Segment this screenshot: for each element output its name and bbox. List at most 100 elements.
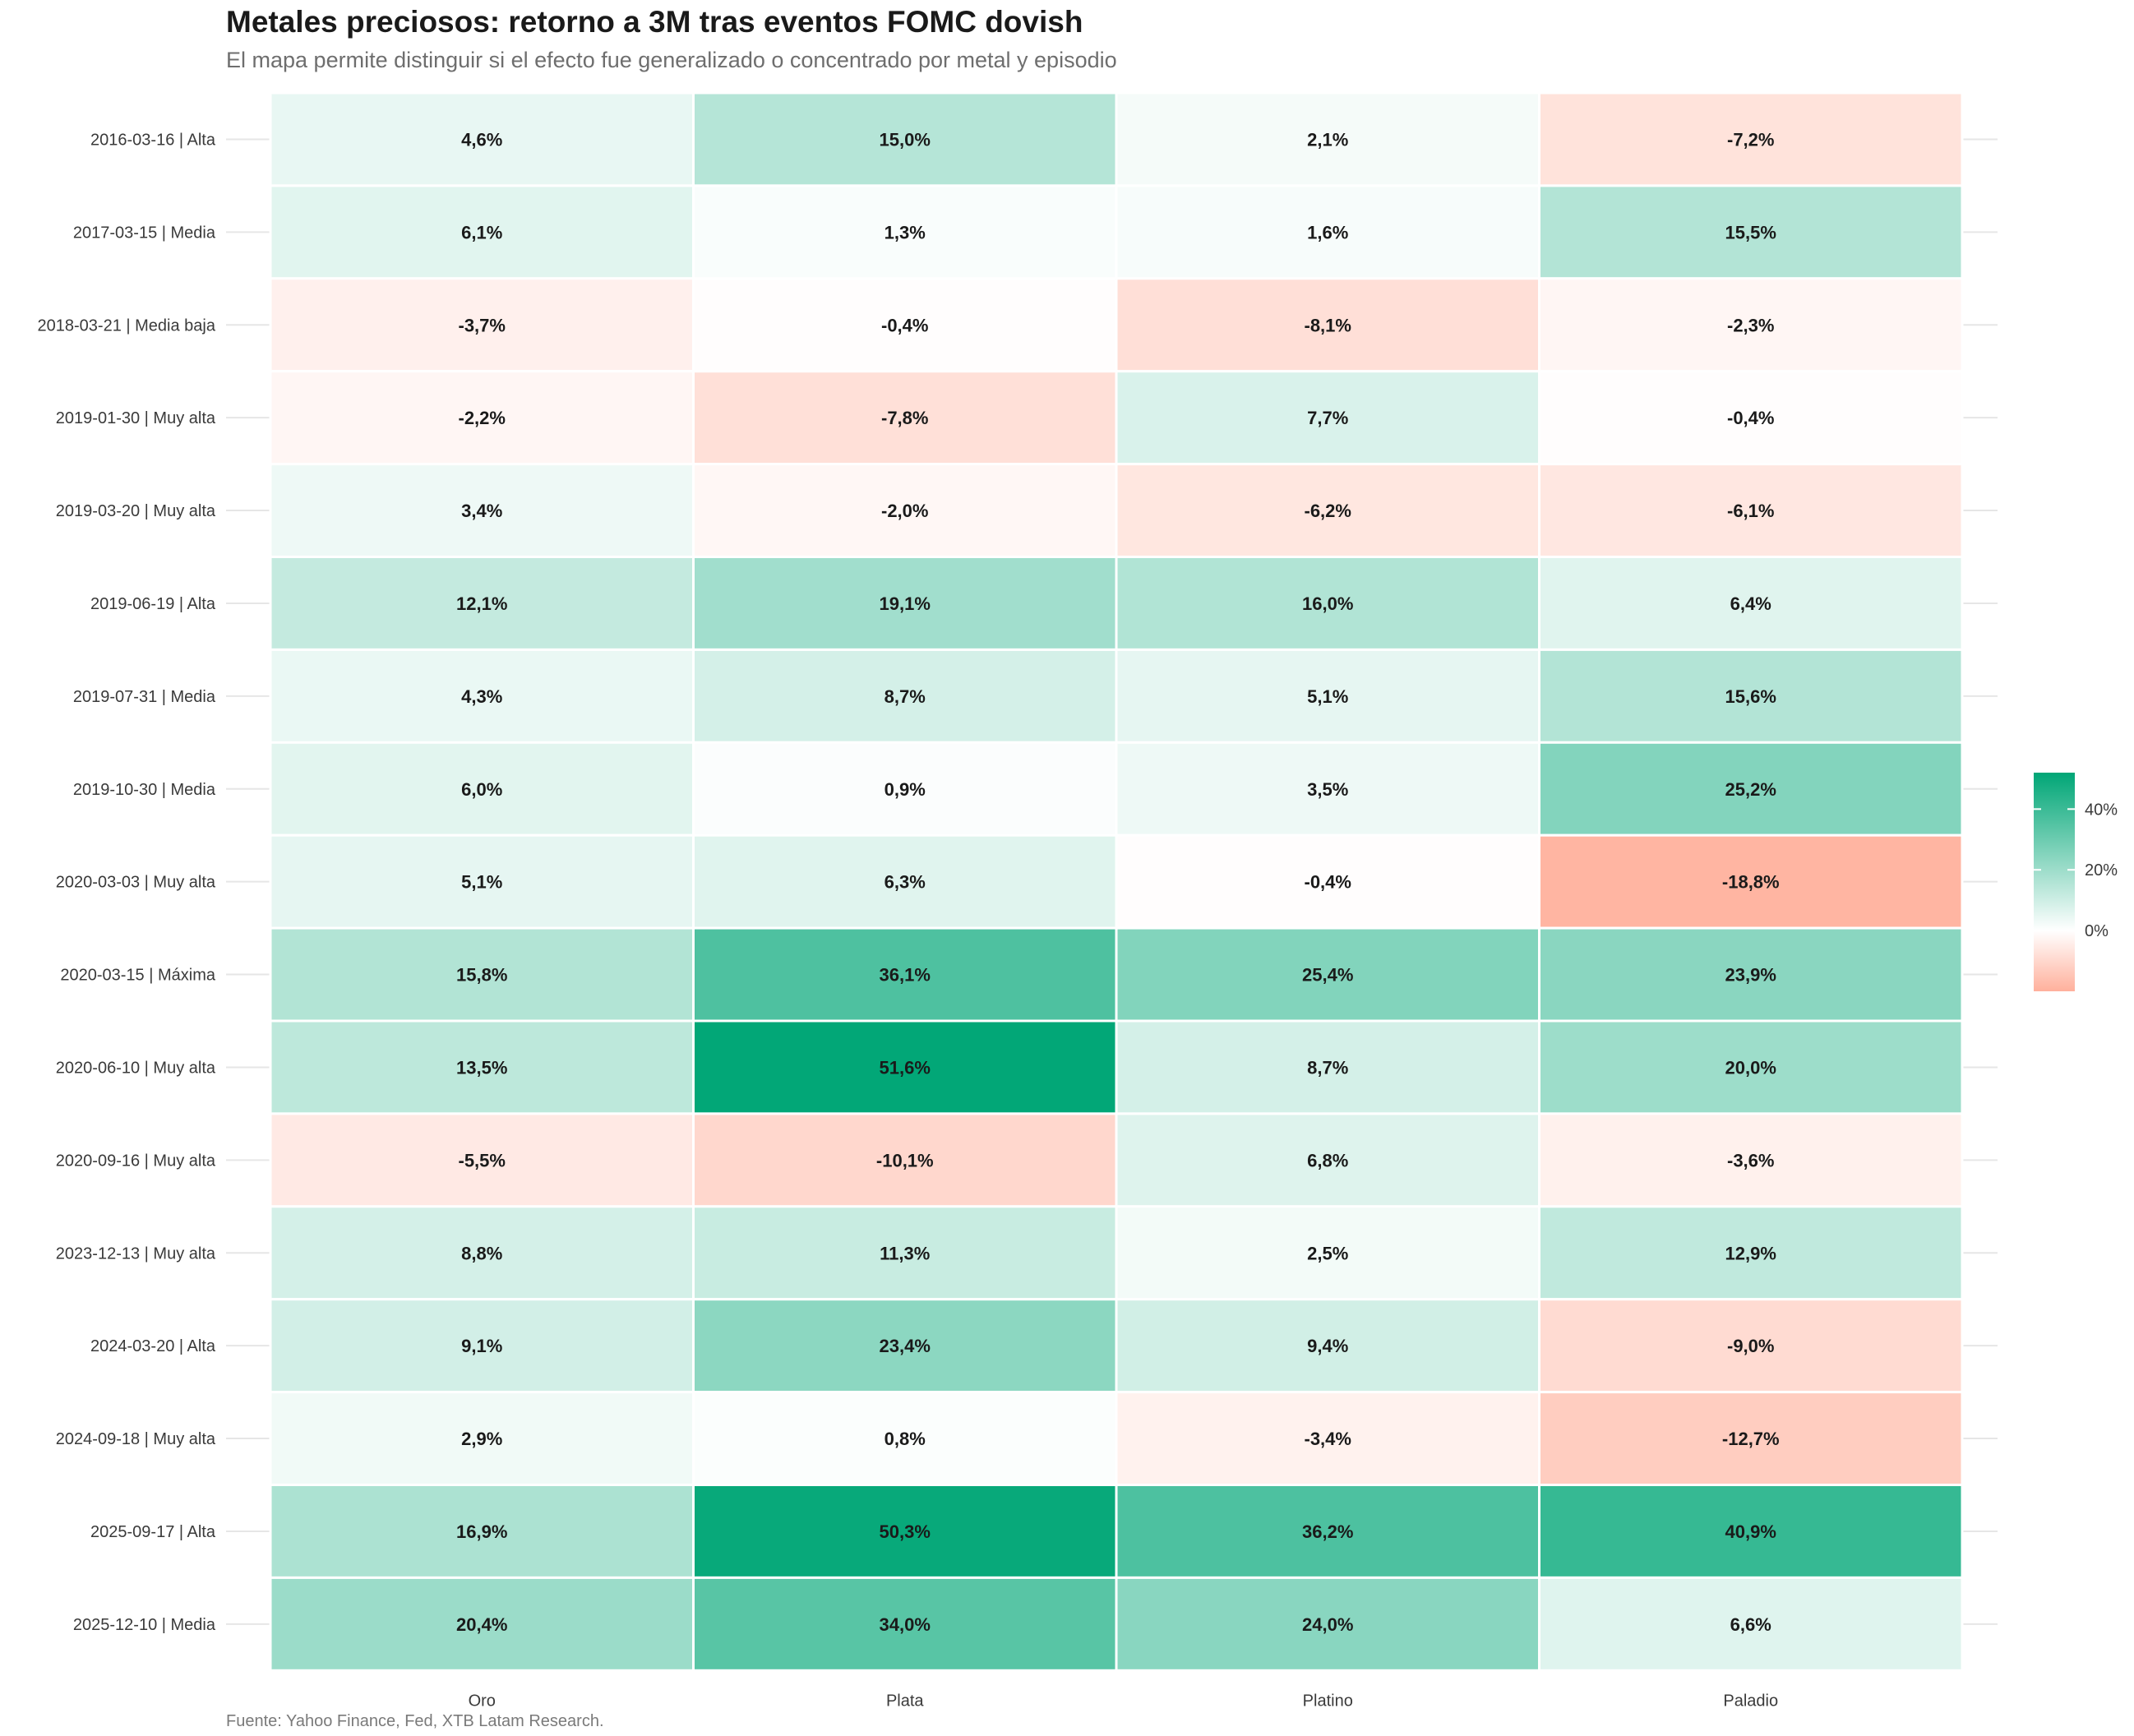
y-axis: 2016-03-16 | Alta 2017-03-15 | Media 2018-… (38, 131, 216, 1633)
heatmap-cell (269, 277, 695, 373)
heatmap-cell (1115, 277, 1540, 373)
heatmap-cell (692, 463, 1118, 558)
cell-value-label: -3,7% (459, 315, 506, 335)
heatmap-cell (1115, 1019, 1540, 1115)
cell-value-label: 19,1% (880, 593, 931, 614)
cell-value-label: 13,5% (456, 1057, 507, 1078)
heatmap-cell (269, 926, 695, 1023)
heatmap-cell (692, 1205, 1118, 1301)
heatmap-cell (1115, 1298, 1540, 1394)
cell-value-label: -7,8% (881, 408, 928, 428)
heatmap-cell (1538, 91, 1964, 187)
legend-colorbar (2034, 773, 2075, 991)
cell-value-label: 12,1% (456, 593, 507, 614)
cell-value-label: -18,8% (1722, 872, 1780, 893)
heatmap-cell (1115, 648, 1540, 744)
cell-value-label: 6,0% (461, 779, 502, 800)
heatmap-cell (1115, 1484, 1540, 1579)
y-tick-label: 2024-03-20 | Alta (90, 1337, 216, 1355)
cell-value-label: -3,4% (1305, 1429, 1351, 1449)
y-tick-label: 2019-01-30 | Muy alta (56, 409, 216, 427)
cell-value-label: 34,0% (880, 1614, 931, 1635)
cell-value-label: 12,9% (1725, 1243, 1776, 1263)
cell-value-label: 2,9% (461, 1429, 502, 1449)
cell-value-label: 9,1% (461, 1336, 502, 1356)
cell-value-label: -12,7% (1722, 1429, 1780, 1449)
cell-value-label: 6,3% (885, 872, 926, 893)
y-tick-label: 2019-06-19 | Alta (90, 595, 216, 613)
cell-value-label: 8,7% (885, 686, 926, 707)
y-tick-label: 2023-12-13 | Muy alta (56, 1244, 216, 1263)
cell-value-label: 9,4% (1307, 1336, 1348, 1356)
x-tick-label: Platino (1303, 1692, 1353, 1710)
cell-value-label: 15,6% (1725, 686, 1776, 707)
heatmap-cell (1115, 833, 1540, 930)
y-tick-label: 2019-10-30 | Media (73, 781, 216, 799)
chart-title: Metales preciosos: retorno a 3M tras eve… (226, 5, 1083, 39)
heatmap-cell (269, 556, 695, 651)
y-tick-label: 2020-06-10 | Muy alta (56, 1059, 216, 1077)
cell-value-label: 6,6% (1730, 1614, 1771, 1635)
cell-value-label: 4,3% (461, 686, 502, 707)
cell-value-label: 23,4% (880, 1336, 931, 1356)
cell-value-label: 7,7% (1307, 408, 1348, 428)
heatmap-cell (1538, 277, 1964, 373)
heatmap-cell (269, 463, 695, 558)
chart-caption: Fuente: Yahoo Finance, Fed, XTB Latam Re… (226, 1712, 604, 1730)
heatmap-cell (1538, 833, 1964, 930)
cell-value-label: -2,2% (459, 408, 506, 428)
cell-value-label: 50,3% (880, 1521, 931, 1542)
y-tick-label: 2025-12-10 | Media (73, 1616, 216, 1634)
cell-value-label: -2,0% (881, 501, 928, 521)
cell-value-label: 6,4% (1730, 593, 1771, 614)
legend-tick-label: 20% (2085, 861, 2118, 880)
y-tick-label: 2020-09-16 | Muy alta (56, 1152, 216, 1170)
y-tick-label: 2018-03-21 | Media baja (38, 316, 216, 335)
y-tick-label: 2020-03-03 | Muy alta (56, 874, 216, 892)
cell-value-label: 15,5% (1725, 222, 1776, 242)
heatmap-cell (692, 556, 1118, 651)
y-tick-label: 2016-03-16 | Alta (90, 131, 216, 149)
x-tick-label: Paladio (1723, 1692, 1778, 1710)
cell-value-label: 4,6% (461, 129, 502, 150)
heatmap-cell (1538, 1112, 1964, 1208)
heatmap-cell (269, 1298, 695, 1394)
chart-subtitle: El mapa permite distinguir si el efecto … (226, 48, 1117, 72)
cell-value-label: 23,9% (1725, 965, 1776, 986)
cell-value-label: -8,1% (1305, 315, 1351, 335)
cell-value-label: 3,5% (1307, 779, 1348, 800)
y-tick-label: 2020-03-15 | Máxima (60, 967, 216, 985)
cell-value-label: 5,1% (461, 872, 502, 893)
y-tick-label: 2017-03-15 | Media (73, 224, 216, 242)
color-legend: 0% 20% 40% (2034, 773, 2118, 991)
heatmap-cell (1538, 1484, 1964, 1579)
y-tick-label: 2024-09-18 | Muy alta (56, 1430, 216, 1448)
heatmap-cell (692, 833, 1118, 930)
cell-value-label: 25,2% (1725, 779, 1776, 800)
cell-value-label: 16,0% (1302, 593, 1353, 614)
cell-value-label: 16,9% (456, 1521, 507, 1542)
heatmap-cell (1538, 648, 1964, 744)
cell-value-label: 0,8% (885, 1429, 926, 1449)
cell-value-label: 8,8% (461, 1243, 502, 1263)
heatmap-cell (692, 741, 1118, 837)
cell-value-label: 20,0% (1725, 1057, 1776, 1078)
cell-value-label: 40,9% (1725, 1521, 1776, 1542)
y-tick-label: 2019-03-20 | Muy alta (56, 502, 216, 520)
x-axis: Oro Plata Platino Paladio (469, 1692, 1779, 1710)
heatmap-cell (269, 1205, 695, 1301)
cell-value-label: 2,1% (1307, 129, 1348, 150)
heatmap-cell (269, 1484, 695, 1579)
cell-value-label: 25,4% (1302, 965, 1353, 986)
cell-value-label: 3,4% (461, 501, 502, 521)
cell-value-label: 51,6% (880, 1057, 931, 1078)
heatmap-cells (269, 91, 1964, 1672)
cell-value-label: 8,7% (1307, 1057, 1348, 1078)
heatmap-cell (692, 91, 1118, 187)
cell-value-label: 2,5% (1307, 1243, 1348, 1263)
heatmap-cell (1115, 1576, 1540, 1672)
heatmap-cell (1538, 1205, 1964, 1301)
cell-value-label: -6,1% (1727, 501, 1774, 521)
heatmap-cell (269, 1576, 695, 1672)
